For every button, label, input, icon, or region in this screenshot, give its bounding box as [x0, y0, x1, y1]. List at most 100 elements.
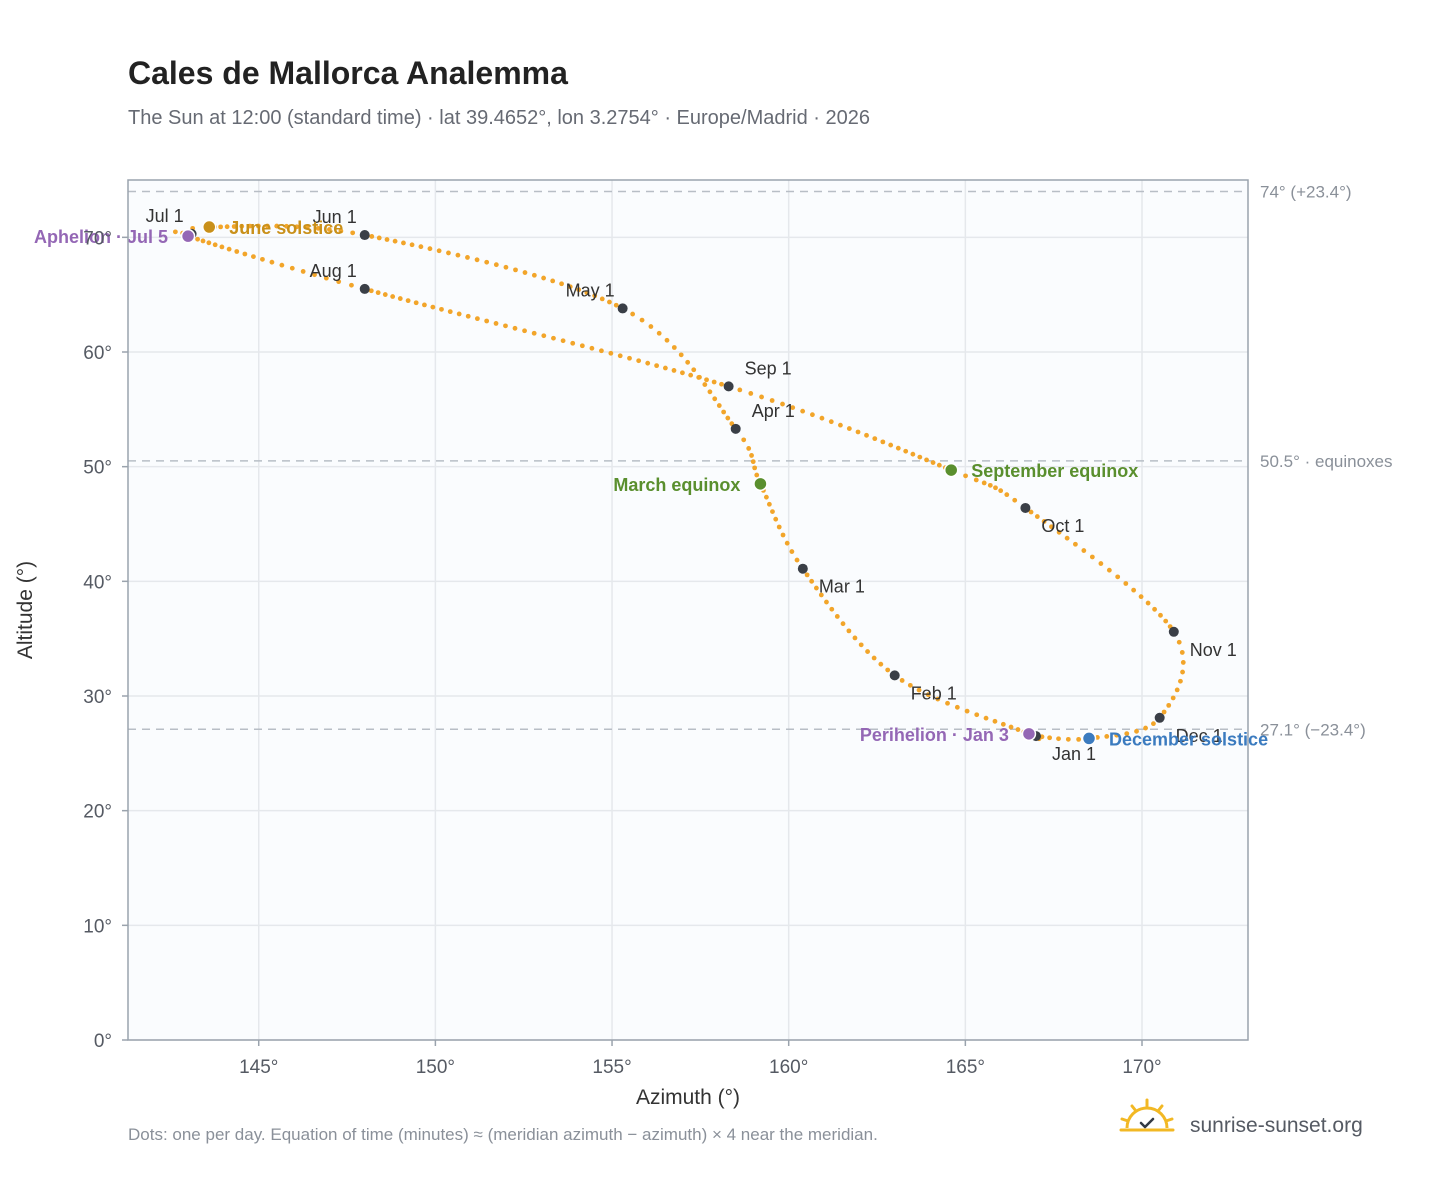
daily-sun-dot: [888, 442, 894, 448]
daily-sun-dot: [846, 628, 852, 634]
y-axis-label: Altitude (°): [14, 561, 37, 659]
daily-sun-dot: [218, 224, 224, 230]
month-marker-label: Nov 1: [1190, 640, 1237, 660]
daily-sun-dot: [336, 279, 342, 285]
event-marker-label: June solstice: [229, 218, 343, 238]
daily-sun-dot: [829, 606, 835, 612]
daily-sun-dot: [639, 317, 645, 323]
event-marker-dot: [202, 219, 217, 235]
daily-sun-dot: [852, 635, 858, 641]
daily-sun-dot: [382, 292, 388, 297]
daily-sun-dot: [584, 290, 590, 296]
month-marker-label: Mar 1: [819, 577, 865, 597]
daily-sun-dot: [750, 459, 756, 465]
x-tick-label: 155°: [592, 1057, 631, 1078]
daily-sun-dot: [707, 389, 713, 395]
brand-name: sunrise-sunset.org: [1190, 1114, 1363, 1137]
daily-sun-dot: [401, 240, 406, 246]
daily-sun-dot: [645, 360, 651, 366]
daily-sun-dot: [1056, 736, 1061, 742]
daily-sun-dot: [219, 244, 225, 250]
daily-sun-dot: [784, 540, 790, 546]
daily-sun-dot: [541, 333, 547, 339]
daily-sun-dot: [1170, 695, 1176, 701]
daily-sun-dot: [1180, 660, 1186, 665]
daily-sun-dot: [484, 259, 490, 265]
daily-sun-dot: [648, 324, 654, 329]
reference-line-label: 27.1° (−23.4°): [1260, 720, 1366, 739]
month-marker-label: Jul 1: [146, 206, 184, 226]
x-tick-label: 150°: [416, 1057, 455, 1078]
daily-sun-dot: [685, 359, 691, 365]
month-marker-label: Feb 1: [911, 683, 957, 703]
daily-sun-dot: [1106, 567, 1112, 573]
daily-sun-dot: [513, 267, 518, 273]
daily-sun-dot: [1145, 600, 1151, 606]
daily-sun-dot: [397, 296, 403, 301]
daily-sun-dot: [1049, 524, 1054, 530]
daily-sun-dot: [503, 264, 509, 270]
daily-sun-dot: [810, 412, 815, 418]
daily-sun-dot: [284, 223, 289, 229]
daily-sun-dot: [964, 708, 970, 714]
daily-sun-dot: [878, 661, 884, 667]
month-marker-dot: [617, 303, 628, 314]
daily-sun-dot: [264, 223, 270, 229]
daily-sun-dot: [512, 325, 518, 331]
daily-sun-dot: [315, 225, 321, 231]
daily-sun-dot: [1104, 734, 1110, 739]
daily-sun-dot: [599, 348, 604, 354]
daily-sun-dot: [589, 345, 595, 351]
daily-sun-dot: [1158, 612, 1163, 618]
daily-sun-dot: [1064, 535, 1070, 541]
daily-sun-dot: [671, 345, 677, 350]
date-markers: Jan 1 Feb 1 Mar 1 Apr 1 May 1 Jun 1 Jul 1 Aug 1…: [146, 206, 1237, 764]
daily-sun-dot: [1000, 721, 1006, 727]
daily-sun-dot: [1151, 721, 1156, 727]
daily-sun-dot: [231, 224, 237, 229]
daily-sun-dot: [725, 415, 731, 421]
daily-sun-dot: [474, 257, 480, 263]
daily-sun-dot: [662, 365, 668, 371]
daily-sun-dot: [260, 256, 265, 262]
daily-sun-dot: [418, 244, 424, 250]
daily-sun-dot: [973, 477, 979, 483]
grid: [128, 180, 1248, 1041]
daily-sun-dot: [1034, 514, 1040, 519]
daily-sun-dot: [769, 398, 775, 403]
daily-sun-dot: [409, 242, 415, 248]
daily-sun-dot: [880, 439, 886, 445]
daily-sun-dot: [1004, 492, 1010, 498]
footnote: Dots: one per day. Equation of time (min…: [128, 1125, 878, 1144]
daily-sun-dot: [671, 368, 677, 373]
daily-sun-dot: [1134, 728, 1139, 734]
daily-sun-dot: [910, 451, 916, 457]
daily-sun-dot: [907, 682, 913, 688]
daily-sun-dot: [748, 391, 754, 396]
month-marker-dot: [359, 283, 370, 294]
daily-sun-dot: [446, 250, 451, 256]
daily-sun-dot: [1179, 650, 1185, 655]
daily-sun-dot: [531, 272, 537, 278]
daily-sun-dot: [804, 572, 810, 578]
x-tick-label: 145°: [239, 1057, 278, 1078]
daily-sun-dot: [579, 343, 585, 349]
daily-sun-dot: [323, 275, 329, 281]
month-marker-dot: [889, 670, 900, 681]
daily-sun-dot: [607, 299, 612, 305]
daily-sun-dot: [1076, 736, 1082, 742]
daily-sun-dot: [439, 306, 444, 312]
daily-sun-dot: [350, 230, 356, 236]
y-tick-label: 10°: [83, 916, 112, 937]
daily-sun-dot: [794, 557, 800, 563]
daily-sun-dot: [872, 436, 878, 442]
daily-sun-dot: [754, 472, 760, 478]
y-tick-label: 30°: [83, 687, 112, 708]
daily-sun-dot: [746, 446, 752, 451]
daily-sun-dot: [749, 453, 754, 458]
daily-sun-dot: [493, 262, 499, 268]
month-marker-dot: [723, 381, 734, 392]
daily-sun-dot: [813, 585, 819, 591]
daily-sun-dot: [560, 338, 566, 344]
